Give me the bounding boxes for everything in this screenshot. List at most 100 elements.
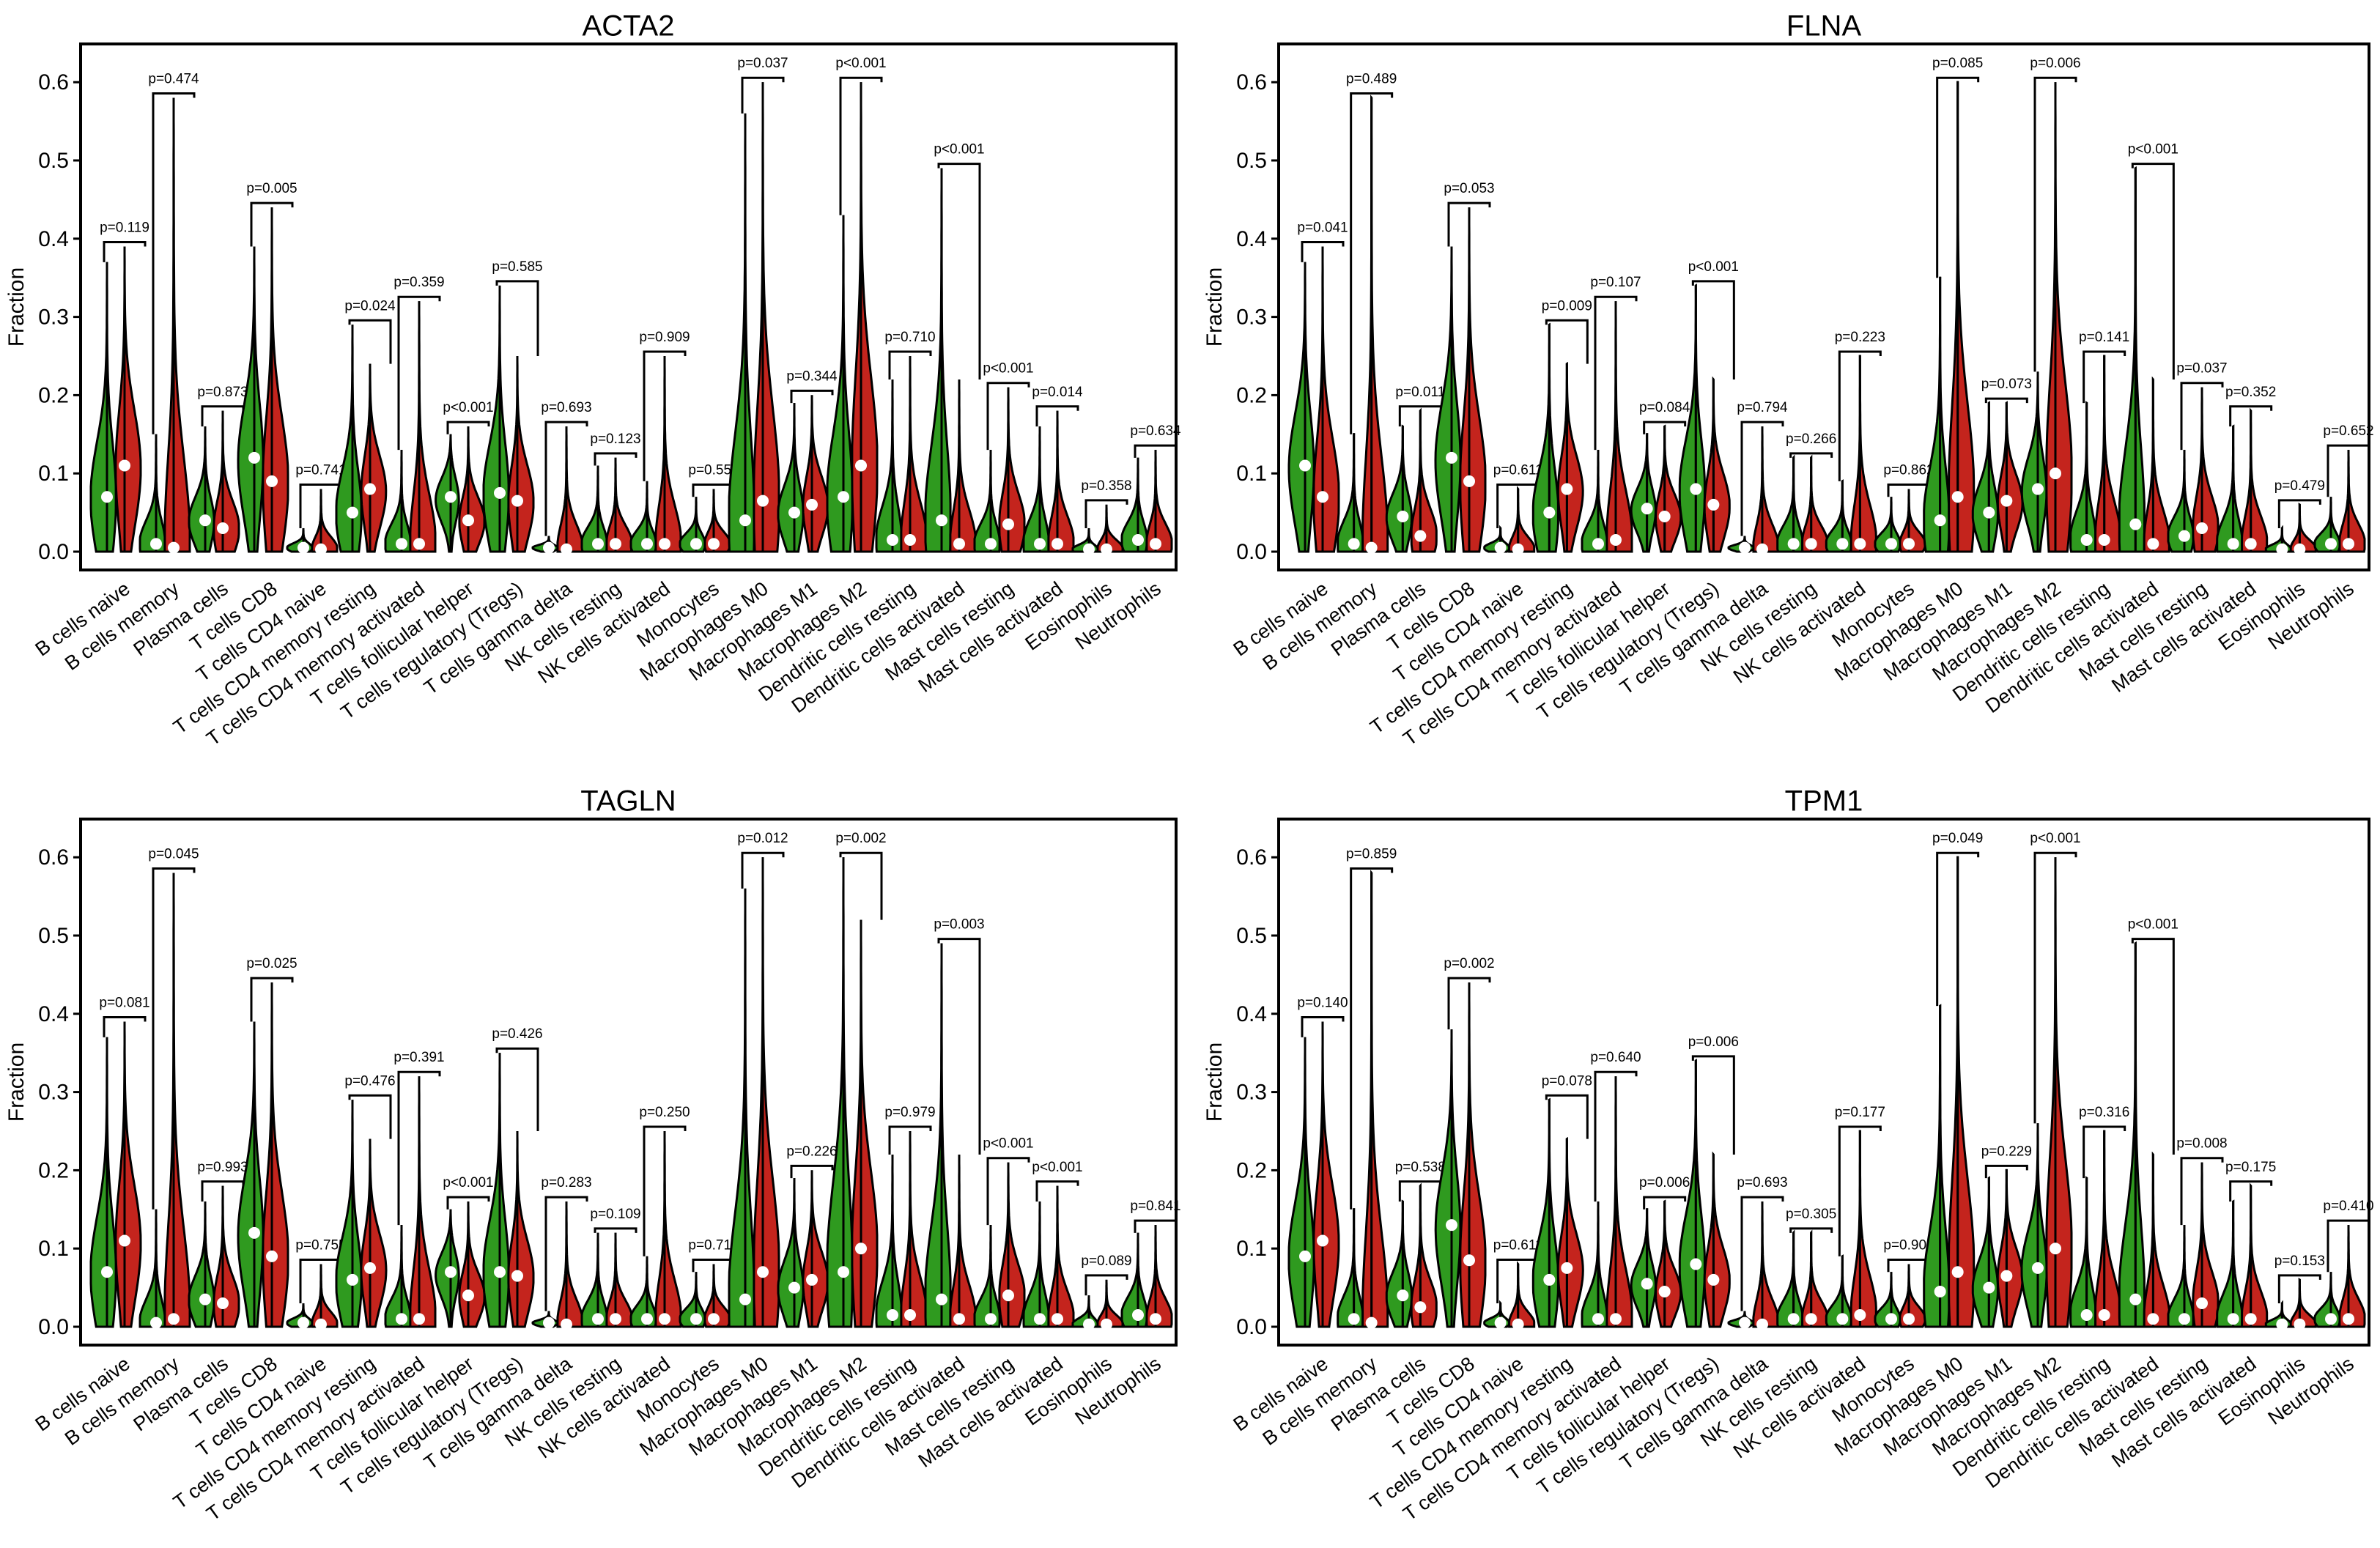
median-low-dot — [2227, 1313, 2239, 1325]
violin-high-left — [1703, 376, 1715, 553]
median-high-dot — [168, 541, 180, 554]
median-low-dot — [788, 506, 800, 519]
violin-high-left — [2241, 1182, 2252, 1328]
y-tick-label: 0.0 — [1236, 1315, 1267, 1339]
p-value-label: p=0.585 — [492, 259, 542, 275]
violin-high-left — [802, 1170, 813, 1328]
y-tick-label: 0.0 — [38, 540, 69, 564]
median-high-dot — [168, 1313, 180, 1325]
significance-bracket — [790, 1164, 834, 1179]
median-high-dot — [1002, 518, 1014, 530]
significance-bracket — [1984, 397, 2028, 404]
p-value-label: p=0.081 — [99, 995, 149, 1010]
p-value-label: p=0.085 — [1932, 56, 1983, 71]
median-high-dot — [1150, 538, 1161, 550]
violin-high — [2103, 355, 2122, 553]
violin-high-left — [1752, 426, 1764, 553]
median-low-dot — [1132, 1308, 1144, 1321]
median-low-dot — [887, 1308, 898, 1321]
violin-high — [319, 1264, 339, 1328]
p-value-label: p=0.266 — [1786, 432, 1836, 447]
p-value-label: p<0.001 — [2030, 831, 2080, 846]
violin-low — [2216, 1199, 2235, 1328]
violin-low-right — [1304, 262, 1315, 553]
median-low-dot — [2178, 530, 2190, 542]
violin-high — [860, 82, 879, 553]
p-value-label: p=0.710 — [884, 330, 935, 345]
p-value-label: p=0.474 — [148, 72, 199, 87]
significance-bracket — [1936, 851, 1980, 1007]
p-value-label: p=0.862 — [1883, 463, 1934, 478]
p-value-label: p<0.001 — [443, 1175, 493, 1190]
violin-high-left — [605, 457, 617, 553]
median-low-dot — [592, 538, 604, 550]
violin-high — [516, 356, 535, 553]
violin-high-left — [1556, 1136, 1568, 1328]
violin-low-right — [2134, 166, 2146, 553]
p-value-label: p=0.391 — [393, 1050, 444, 1065]
significance-bracket — [2327, 444, 2370, 497]
p-value-label: p=0.025 — [246, 956, 297, 971]
violin-high — [860, 919, 879, 1328]
violin-high-left — [2338, 450, 2350, 553]
significance-bracket — [1838, 1125, 1882, 1256]
y-tick-label: 0.4 — [1236, 227, 1267, 251]
significance-bracket — [1350, 867, 1394, 1210]
violin-low-right — [793, 403, 805, 553]
violin-low — [875, 379, 894, 553]
p-value-label: p=0.344 — [786, 369, 838, 384]
median-high-dot — [610, 1313, 621, 1325]
violin-high-left — [458, 1201, 470, 1328]
significance-bracket — [446, 421, 490, 434]
violin-high-left — [1801, 1229, 1813, 1328]
p-value-label: p=0.611 — [1493, 463, 1543, 478]
p-value-label: p=0.089 — [1081, 1253, 1131, 1269]
median-high-dot — [2244, 538, 2257, 550]
median-high-dot — [708, 538, 720, 550]
p-value-label: p=0.900 — [1883, 1238, 1934, 1253]
p-value-label: p=0.045 — [148, 847, 199, 862]
violin-low-right — [1038, 1201, 1050, 1328]
violin-high — [1468, 982, 1487, 1328]
p-value-label: p=0.041 — [1297, 220, 1348, 235]
violin-high — [369, 363, 388, 553]
violin-low-right — [744, 888, 755, 1328]
p-value-label: p=0.716 — [688, 1238, 739, 1253]
violin-high-left — [605, 1232, 617, 1328]
p-value-label: p=0.175 — [2225, 1160, 2276, 1175]
significance-bracket — [1838, 350, 1882, 481]
violin-low-right — [2036, 1123, 2048, 1328]
significance-bracket — [643, 1125, 687, 1256]
violin-low-right — [1597, 1201, 1608, 1328]
violin-low-right — [155, 434, 166, 553]
median-low-dot — [1787, 538, 1800, 550]
violin-low — [580, 1232, 599, 1328]
p-value-label: p=0.006 — [2030, 56, 2080, 71]
violin-high-left — [753, 857, 764, 1328]
median-low-dot — [494, 486, 506, 499]
significance-bracket — [2327, 1219, 2370, 1273]
violin-high — [1565, 1136, 1584, 1328]
median-low-dot — [1494, 541, 1507, 554]
violin-low-right — [2085, 401, 2097, 553]
significance-bracket — [643, 350, 687, 481]
violin-high-left — [1996, 1169, 2008, 1328]
median-low-dot — [248, 451, 260, 464]
violin-high — [1154, 450, 1173, 553]
p-value-label: p=0.693 — [541, 400, 591, 415]
violin-high — [565, 426, 584, 553]
violin-low-right — [1597, 450, 1608, 553]
violin-high — [2250, 407, 2269, 553]
p-value-label: p=0.141 — [2079, 330, 2129, 345]
plot-frame — [1277, 42, 2370, 571]
significance-bracket — [446, 1196, 490, 1210]
violin-low-right — [253, 1021, 265, 1328]
median-high-dot — [659, 1313, 670, 1325]
p-value-label: p=0.859 — [1346, 847, 1397, 862]
p-value-label: p=0.359 — [393, 275, 444, 290]
violin-high — [1663, 1199, 1682, 1328]
median-high-dot — [904, 533, 916, 546]
violin-high-left — [1145, 450, 1157, 553]
violin-low — [1923, 1004, 1942, 1328]
